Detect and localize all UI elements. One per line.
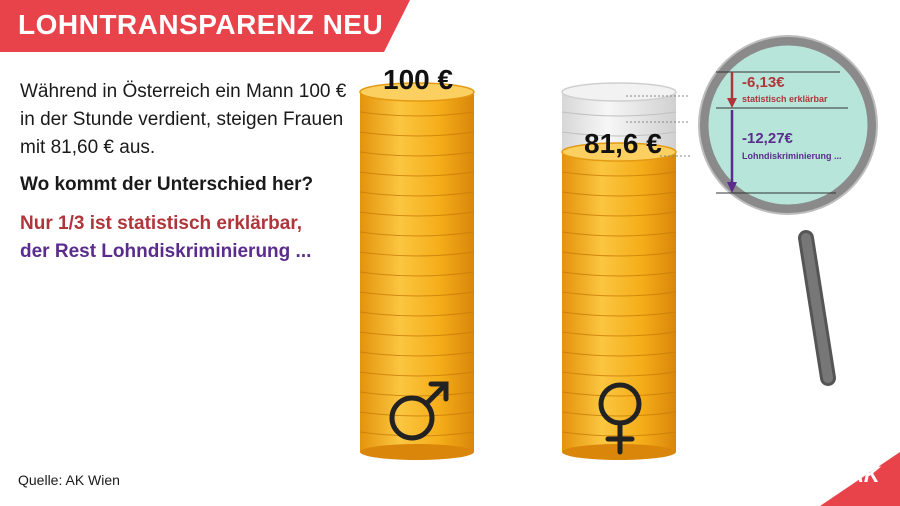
text-block: Während in Österreich ein Mann 100 € in … bbox=[20, 78, 350, 266]
male-symbol-icon bbox=[389, 381, 449, 441]
explained-label: statistisch erklärbar bbox=[742, 94, 828, 104]
explained-value: -6,13€ bbox=[742, 74, 785, 91]
female-amount-label: 81,6 € bbox=[584, 128, 662, 159]
claim-discrimination-text: der Rest Lohndiskriminierung ... bbox=[20, 241, 312, 262]
page-title: LOHNTRANSPARENZ NEU bbox=[18, 9, 384, 40]
ak-logo-text: AK bbox=[848, 462, 880, 487]
claim-explained-text: Nur 1/3 ist statistisch erklärbar, bbox=[20, 213, 302, 234]
question-text: Wo kommt der Unterschied her? bbox=[20, 174, 314, 195]
header-banner bbox=[0, 0, 410, 52]
male-coin-stack bbox=[359, 82, 475, 460]
female-symbol-icon bbox=[598, 382, 642, 455]
magnifier-icon bbox=[698, 35, 878, 386]
female-coin-stack bbox=[561, 82, 677, 460]
source-text: Quelle: AK Wien bbox=[18, 472, 120, 488]
intro-text: Während in Österreich ein Mann 100 € in … bbox=[20, 81, 347, 158]
male-amount-label: 100 € bbox=[383, 64, 454, 95]
discrimination-label: Lohndiskriminierung ... bbox=[742, 151, 842, 161]
ak-logo bbox=[820, 452, 900, 506]
discrimination-value: -12,27€ bbox=[742, 130, 793, 147]
